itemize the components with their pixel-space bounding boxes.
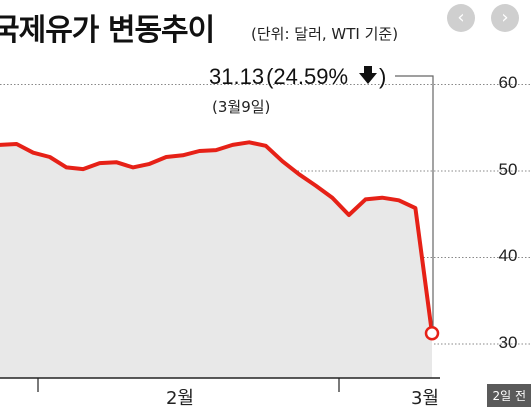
price-area (0, 142, 432, 378)
x-tick-label-mar: 3월 (411, 388, 439, 409)
down-arrow-icon (359, 66, 377, 84)
x-axis: 2월 3월 (0, 377, 440, 409)
annotation: 31.13(24.59% ) (3월9일) (209, 64, 434, 340)
y-tick-label: 40 (499, 246, 518, 265)
chevron-left-icon: ‹ (457, 7, 465, 28)
price-line (0, 140, 434, 336)
next-image-button[interactable]: › (491, 4, 519, 32)
annotation-paren: ) (379, 64, 386, 89)
chart-title: 국제유가 변동추이 (0, 13, 214, 48)
x-tick-label-feb: 2월 (166, 388, 194, 409)
prev-image-button[interactable]: ‹ (447, 4, 475, 32)
end-point-marker (424, 325, 440, 341)
y-axis: 60 50 40 30 (499, 73, 518, 352)
timestamp-badge: 2일 전 (487, 384, 531, 407)
y-tick-label: 50 (499, 160, 518, 179)
y-tick-label: 30 (499, 333, 518, 352)
annotation-value: 31.13(24.59% (209, 64, 348, 89)
annotation-change: (24.59% (266, 64, 348, 89)
annotation-price: 31.13 (209, 64, 264, 89)
chart-unit: (단위: 달러, WTI 기준) (251, 25, 398, 43)
annotation-date: (3월9일) (212, 98, 270, 116)
annotation-leader-line (395, 75, 434, 340)
y-tick-label: 60 (499, 73, 518, 92)
chevron-right-icon: › (501, 7, 509, 28)
